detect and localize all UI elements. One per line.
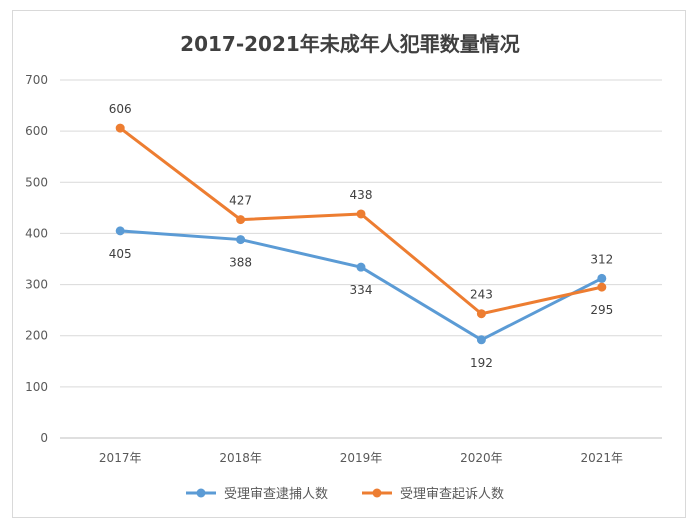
series-layer — [115, 123, 607, 345]
data-label: 243 — [470, 288, 493, 302]
legend-label: 受理审查逮捕人数 — [224, 486, 328, 502]
legend-marker — [372, 488, 382, 498]
data-point — [476, 309, 486, 319]
legend-label: 受理审查起诉人数 — [400, 487, 504, 502]
y-axis: 0 100 200 300 400 500 600 700 — [25, 73, 48, 445]
data-label: 405 — [109, 247, 132, 261]
y-tick-label: 700 — [25, 73, 48, 87]
chart-title: 2017-2021年未成年人犯罪数量情况 — [180, 32, 520, 56]
data-point — [356, 209, 366, 219]
gridlines — [60, 79, 662, 439]
data-label: 388 — [229, 256, 252, 270]
y-tick-label: 600 — [25, 124, 48, 138]
x-tick-label: 2017年 — [99, 451, 142, 465]
data-point — [236, 235, 246, 245]
data-label: 606 — [109, 102, 132, 116]
y-tick-label: 400 — [25, 226, 48, 240]
data-point — [115, 123, 125, 133]
data-label: 312 — [590, 252, 613, 266]
y-tick-label: 300 — [25, 278, 48, 292]
data-label: 192 — [470, 356, 493, 370]
data-point — [476, 335, 486, 345]
data-labels: 405 388 334 192 312 606 427 438 243 295 — [109, 102, 614, 370]
data-point — [597, 273, 607, 283]
data-point — [115, 226, 125, 236]
data-label: 334 — [350, 283, 373, 297]
x-tick-label: 2020年 — [460, 451, 503, 465]
x-axis: 2017年 2018年 2019年 2020年 2021年 — [99, 451, 623, 465]
x-tick-label: 2018年 — [219, 451, 262, 465]
x-tick-label: 2019年 — [340, 451, 383, 465]
data-label: 295 — [590, 303, 613, 317]
data-label: 438 — [350, 188, 373, 202]
x-tick-label: 2021年 — [581, 451, 624, 465]
legend: 受理审查逮捕人数 受理审查起诉人数 — [186, 486, 504, 502]
y-tick-label: 500 — [25, 175, 48, 189]
data-point — [236, 215, 246, 225]
data-point — [597, 282, 607, 292]
data-point — [356, 262, 366, 272]
y-tick-label: 100 — [25, 380, 48, 394]
data-label: 427 — [229, 194, 252, 208]
y-tick-label: 200 — [25, 329, 48, 343]
legend-marker — [196, 488, 206, 498]
y-tick-label: 0 — [40, 431, 48, 445]
